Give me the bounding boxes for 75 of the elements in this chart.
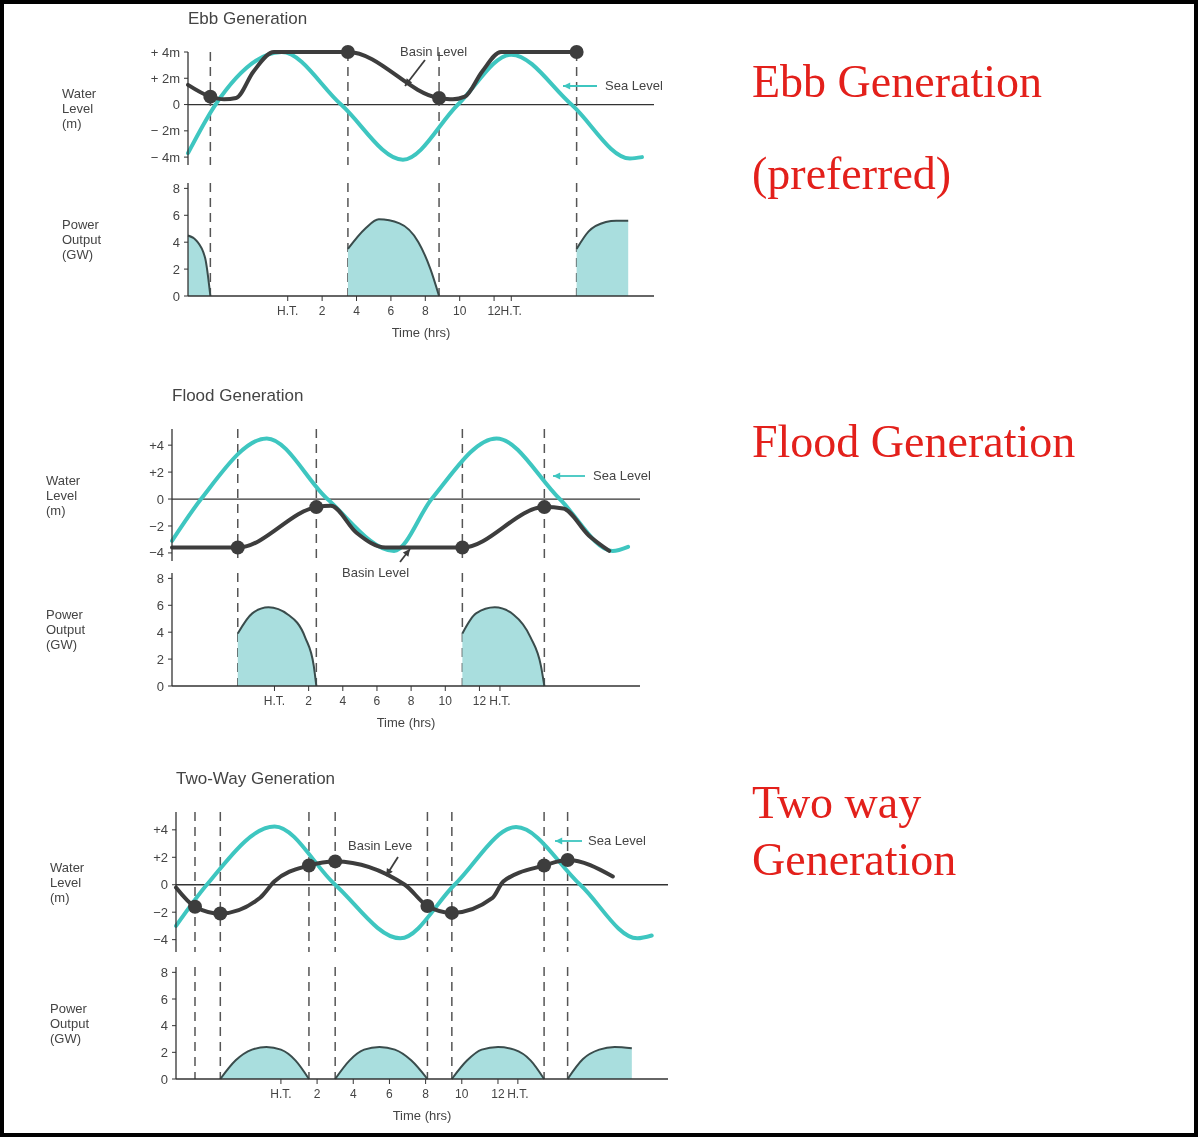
y-tick-label: 2 [156, 651, 164, 667]
y-tick-label: 4 [160, 1018, 168, 1034]
y-tick-label: 0 [172, 97, 180, 113]
y-tick-label: 6 [160, 991, 168, 1007]
y-tick-label: 2 [160, 1044, 168, 1060]
x-tick-label: 10 [438, 694, 453, 708]
x-tick-label: 12 [487, 304, 502, 318]
chart-title: Flood Generation [172, 386, 304, 405]
y-axis-title: Water Level (m) [50, 859, 85, 905]
x-tick-label: H.T. [263, 694, 286, 708]
y-tick-label: −2 [149, 518, 164, 534]
y-tick-label: −4 [149, 545, 164, 561]
x-tick-label: H.T. [270, 1087, 292, 1101]
legend-label: Sea Level [605, 78, 663, 93]
y-tick-label: 8 [156, 570, 164, 586]
x-tick-label: 12 [491, 1087, 505, 1101]
y-tick-label: 0 [160, 1071, 168, 1087]
x-tick-label: 8 [422, 1087, 430, 1101]
series-label: Basin Leve [348, 838, 413, 853]
series-label: Basin Level [342, 565, 410, 580]
y-tick-label: − 4m [150, 149, 180, 165]
y-tick-label: 6 [172, 207, 180, 223]
x-tick-label: 2 [313, 1087, 321, 1101]
chart-title: Ebb Generation [188, 9, 308, 28]
y-axis-title: Power Output (GW) [62, 217, 102, 263]
y-axis-title: Power Output (GW) [50, 1000, 90, 1046]
y-tick-label: 6 [156, 597, 164, 613]
chart-title: Two-Way Generation [176, 769, 336, 788]
y-tick-label: +4 [153, 822, 168, 838]
legend-label: Sea Level [588, 833, 646, 848]
y-tick-label: +4 [149, 437, 164, 453]
x-axis-title: Time (hrs) [376, 715, 436, 730]
y-tick-label: 8 [160, 964, 168, 980]
x-tick-label: 6 [373, 694, 381, 708]
x-tick-label: 4 [349, 1087, 357, 1101]
x-tick-label: H.T. [277, 304, 299, 318]
y-tick-label: 0 [156, 491, 164, 507]
y-tick-label: − 2m [150, 123, 180, 139]
legend-label: Sea Level [593, 468, 651, 483]
text: Flood Generation [752, 416, 1076, 467]
x-tick-label: H.T. [500, 304, 522, 318]
x-tick-label: H.T. [507, 1087, 529, 1101]
y-axis-title: Water Level (m) [46, 472, 81, 518]
x-tick-label: 2 [305, 694, 313, 708]
y-tick-label: −4 [153, 932, 168, 948]
y-tick-label: +2 [149, 464, 164, 480]
y-tick-label: 8 [172, 180, 180, 196]
x-tick-label: H.T. [489, 694, 511, 708]
y-tick-label: + 4m [150, 44, 180, 60]
x-tick-label: 6 [386, 1087, 394, 1101]
x-axis-title: Time (hrs) [392, 1108, 452, 1123]
text: Ebb Generation (preferred) [752, 56, 1042, 199]
x-tick-label: 10 [455, 1087, 469, 1101]
x-tick-label: 4 [353, 304, 361, 318]
x-tick-label: 8 [407, 694, 415, 708]
y-tick-label: 4 [156, 624, 164, 640]
y-tick-label: −2 [153, 904, 168, 920]
y-tick-label: +2 [153, 849, 168, 865]
y-tick-label: 0 [160, 877, 168, 893]
x-tick-label: 6 [387, 304, 395, 318]
x-tick-label: 2 [318, 304, 326, 318]
y-tick-label: 2 [172, 261, 180, 277]
x-axis-title: Time (hrs) [391, 325, 451, 340]
y-tick-label: 0 [172, 288, 180, 304]
text: Two way Generation [752, 777, 957, 885]
y-tick-label: 4 [172, 234, 180, 250]
y-axis-title: Water Level (m) [62, 86, 97, 132]
x-tick-label: 10 [453, 304, 467, 318]
series-label: Basin Level [400, 44, 468, 59]
x-tick-label: 12 [472, 694, 487, 708]
y-axis-title: Power Output (GW) [46, 607, 86, 653]
x-tick-label: 4 [339, 694, 347, 708]
y-tick-label: 0 [156, 678, 164, 694]
y-tick-label: + 2m [150, 70, 180, 86]
x-tick-label: 8 [421, 304, 429, 318]
